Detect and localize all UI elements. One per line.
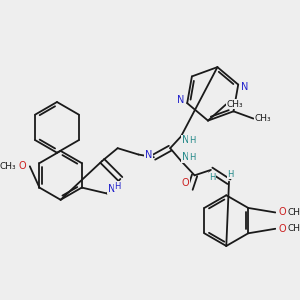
Text: N: N	[108, 184, 115, 194]
Text: H: H	[189, 153, 195, 162]
Text: N: N	[177, 95, 184, 105]
Text: N: N	[182, 152, 189, 162]
Text: O: O	[279, 208, 286, 218]
Text: CH₃: CH₃	[254, 114, 271, 123]
Text: CH₃: CH₃	[287, 224, 300, 233]
Text: N: N	[145, 150, 152, 161]
Text: O: O	[19, 161, 26, 171]
Text: H: H	[209, 173, 216, 182]
Text: H: H	[228, 170, 234, 179]
Text: N: N	[241, 82, 248, 92]
Text: N: N	[182, 135, 189, 145]
Text: H: H	[115, 182, 121, 191]
Text: O: O	[182, 178, 189, 188]
Text: H: H	[189, 136, 195, 145]
Text: CH₃: CH₃	[287, 208, 300, 217]
Text: CH₃: CH₃	[0, 162, 16, 171]
Text: CH₃: CH₃	[227, 100, 244, 109]
Text: O: O	[279, 224, 286, 234]
